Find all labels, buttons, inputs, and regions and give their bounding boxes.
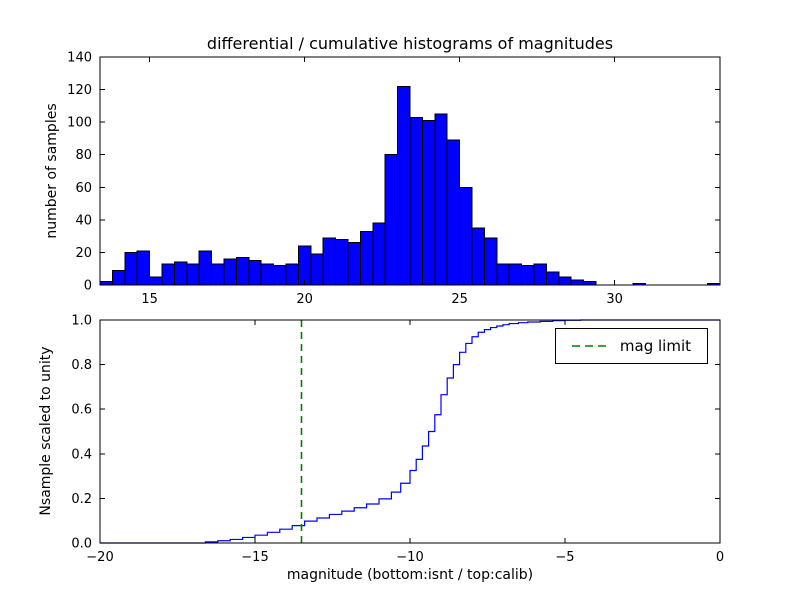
histogram-bar: [496, 263, 510, 286]
histogram-bar: [359, 230, 374, 286]
histogram-bar: [521, 264, 535, 286]
histogram-bar: [149, 276, 163, 286]
histogram-bar: [558, 276, 572, 286]
histogram-bar: [124, 251, 138, 286]
histogram-bar: [570, 279, 585, 286]
histogram-bar: [297, 245, 312, 286]
cumulative-step-line: [100, 319, 720, 544]
histogram-bar: [198, 250, 213, 286]
histogram-bar: [459, 186, 473, 286]
x-axis-label: magnitude (bottom:isnt / top:calib): [286, 567, 534, 583]
y-tick-label: 140: [67, 51, 92, 66]
histogram-bar: [211, 263, 225, 286]
y-tick-label: 0.8: [71, 358, 92, 373]
bottom-ylabel: Nsample scaled to unity: [38, 346, 54, 516]
y-tick-label: 80: [75, 148, 92, 163]
legend: mag limit: [554, 328, 708, 364]
top-ylabel: number of samples: [44, 103, 60, 239]
histogram-bar: [347, 242, 361, 286]
histogram-bar: [223, 258, 237, 286]
histogram-bar: [421, 120, 436, 286]
chart-title: differential / cumulative histograms of …: [206, 34, 614, 53]
histogram-bar: [273, 264, 287, 286]
legend-dash-icon: [571, 345, 608, 347]
y-tick-label: 60: [75, 181, 92, 196]
histogram-bar: [483, 237, 498, 286]
x-tick-label: −10: [396, 550, 423, 565]
histogram-bar: [471, 227, 485, 286]
histogram-bar: [161, 263, 175, 286]
histogram-bar: [446, 139, 461, 286]
histogram-bar: [186, 263, 200, 286]
histogram-bar: [322, 237, 337, 286]
legend-label: mag limit: [619, 337, 691, 355]
y-tick-label: 1.0: [71, 314, 92, 329]
y-tick-label: 0.4: [71, 447, 92, 462]
histogram-bar: [397, 85, 411, 286]
x-tick-label: −15: [241, 550, 268, 565]
x-tick-label: −20: [86, 550, 113, 565]
histogram-bar: [136, 250, 151, 286]
y-tick-label: 0.0: [71, 537, 92, 552]
x-tick-label: 30: [606, 292, 623, 307]
axes-frame: [99, 56, 721, 286]
x-tick-label: 15: [141, 292, 158, 307]
y-tick-label: 0.6: [71, 403, 92, 418]
histogram-bar: [545, 271, 560, 286]
y-tick-label: 40: [75, 213, 92, 228]
histogram-bar: [409, 116, 423, 286]
histogram-bar: [508, 263, 523, 286]
y-tick-label: 0: [84, 279, 92, 294]
histogram-bar: [173, 261, 188, 286]
histogram-bar: [384, 154, 399, 286]
y-tick-label: 120: [67, 83, 92, 98]
x-tick-label: 25: [451, 292, 468, 307]
histogram-bar: [310, 253, 324, 286]
x-tick-label: −5: [555, 550, 574, 565]
x-tick-label: 20: [296, 292, 313, 307]
x-tick-label: 0: [716, 550, 724, 565]
histogram-bar: [111, 269, 126, 286]
y-tick-label: 20: [75, 246, 92, 261]
histogram-bar: [372, 222, 386, 286]
histogram-bar: [285, 263, 299, 286]
histogram-bar: [533, 263, 547, 286]
histogram-bar: [248, 260, 262, 286]
y-tick-label: 100: [67, 116, 92, 131]
histogram-bar: [434, 113, 448, 286]
histogram-bar: [260, 263, 275, 286]
histogram-bar: [235, 256, 250, 286]
y-tick-label: 0.2: [71, 492, 92, 507]
histogram-bar: [335, 238, 349, 286]
